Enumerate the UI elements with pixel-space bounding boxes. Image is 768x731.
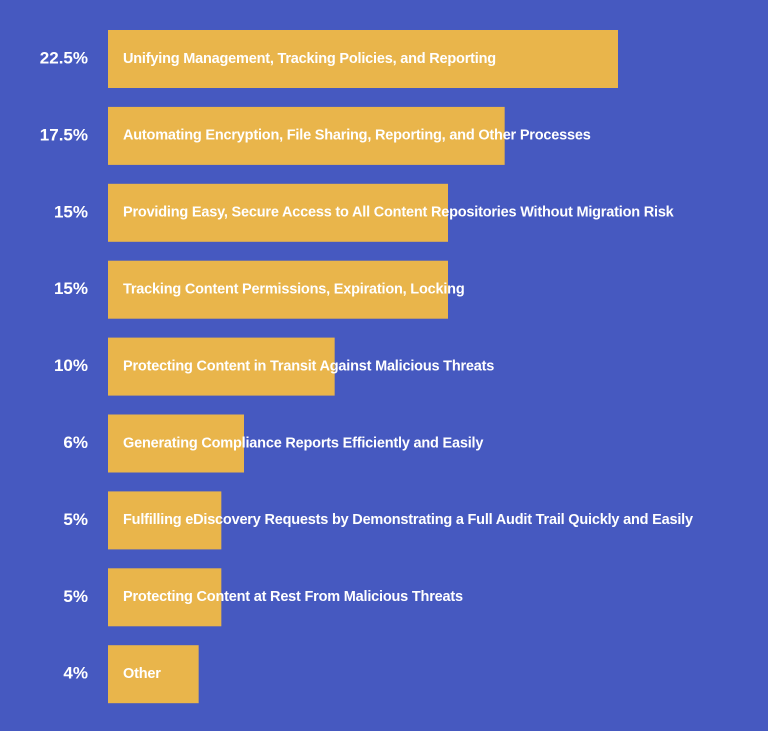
value-label: 17.5% bbox=[40, 125, 88, 144]
bar bbox=[108, 106, 505, 165]
category-label: Other bbox=[123, 666, 161, 682]
category-label: Fulfilling eDiscovery Requests by Demons… bbox=[123, 512, 693, 528]
category-label: Generating Compliance Reports Efficientl… bbox=[123, 435, 483, 451]
bar bbox=[108, 491, 222, 550]
bar bbox=[108, 645, 199, 704]
value-label: 15% bbox=[54, 202, 88, 221]
value-label: 6% bbox=[63, 433, 88, 452]
bar bbox=[108, 183, 448, 242]
category-label: Providing Easy, Secure Access to All Con… bbox=[123, 205, 675, 221]
value-label: 15% bbox=[54, 279, 88, 298]
bar bbox=[108, 30, 618, 88]
bar bbox=[108, 414, 244, 473]
value-label: 4% bbox=[63, 664, 88, 683]
value-label: 5% bbox=[63, 510, 88, 529]
bar bbox=[108, 260, 448, 319]
category-label: Protecting Content at Rest From Maliciou… bbox=[123, 589, 463, 605]
bar bbox=[108, 337, 335, 396]
bar bbox=[108, 568, 222, 627]
value-label: 22.5% bbox=[40, 48, 88, 67]
value-label: 10% bbox=[54, 356, 88, 375]
value-label: 5% bbox=[63, 587, 88, 606]
category-label: Automating Encryption, File Sharing, Rep… bbox=[123, 128, 591, 144]
category-label: Unifying Management, Tracking Policies, … bbox=[123, 51, 496, 67]
category-label: Tracking Content Permissions, Expiration… bbox=[123, 282, 465, 298]
category-label: Protecting Content in Transit Against Ma… bbox=[123, 358, 494, 374]
